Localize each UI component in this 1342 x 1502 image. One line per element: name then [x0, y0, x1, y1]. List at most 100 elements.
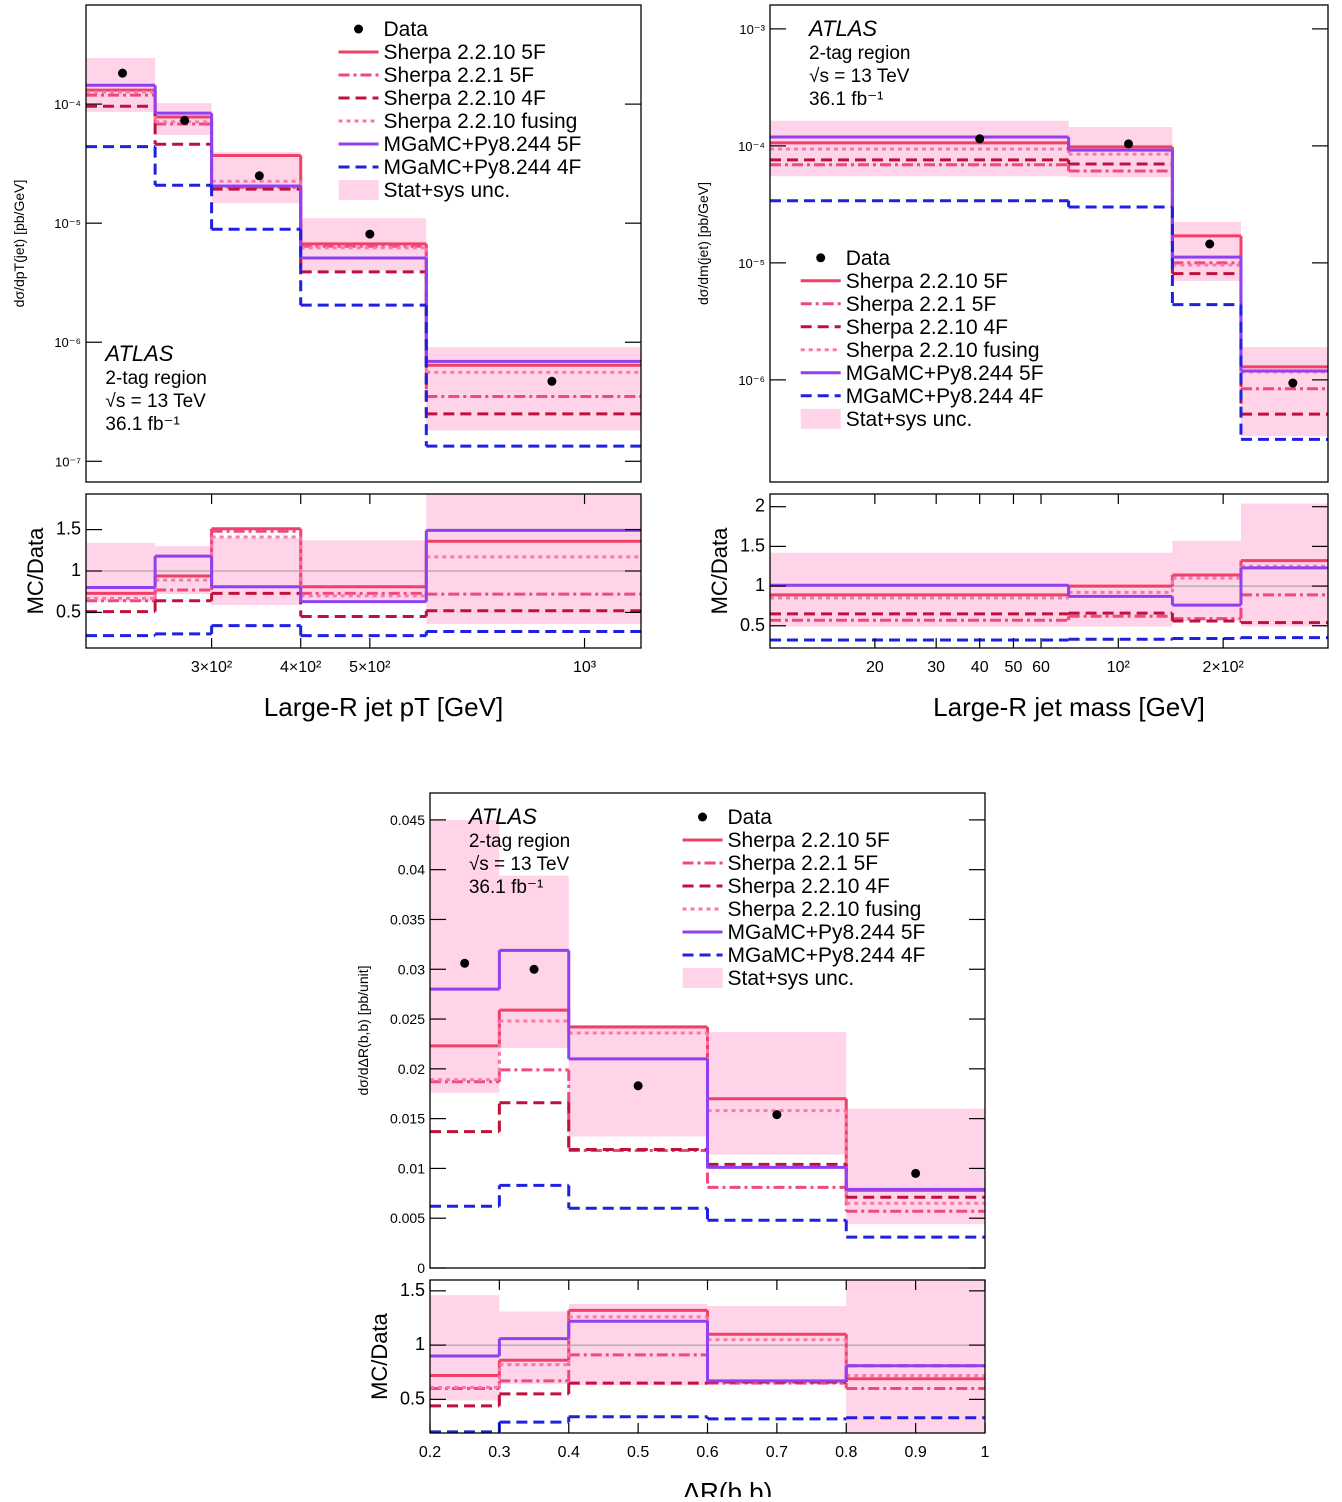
legend-marker: [354, 24, 364, 34]
uncertainty-band: [707, 1031, 847, 1155]
data-point: [975, 134, 985, 144]
y-tick-label: 10⁻⁵: [738, 256, 765, 271]
uncertainty-band: [846, 1108, 985, 1225]
y-tick-label: 0: [417, 1260, 425, 1276]
legend-label: MGaMC+Py8.244 5F: [384, 133, 582, 156]
legend-label: Stat+sys unc.: [846, 408, 973, 431]
legend-label: Sherpa 2.2.1 5F: [728, 852, 879, 875]
x-tick-label: 0.5: [627, 1444, 649, 1461]
x-tick-label: 10²: [1107, 659, 1131, 676]
data-point: [460, 958, 470, 968]
legend-label: Sherpa 2.2.10 4F: [728, 875, 890, 898]
y-tick-label: 10⁻⁶: [738, 373, 765, 388]
annotation: ATLAS: [807, 16, 877, 41]
data-point: [254, 171, 264, 181]
data-point: [1124, 139, 1134, 149]
x-tick-label: 0.2: [419, 1444, 441, 1461]
uncertainty-band: [499, 1311, 569, 1385]
y-tick-label: 10⁻⁴: [738, 139, 765, 154]
annotation: 2-tag region: [809, 43, 910, 64]
uncertainty-band: [430, 1295, 500, 1401]
y-tick-label: 0.01: [398, 1160, 425, 1176]
uncertainty-band: [1068, 126, 1173, 178]
annotation: 2-tag region: [469, 831, 570, 852]
legend-label: MGaMC+Py8.244 5F: [846, 362, 1044, 385]
annotation: √s = 13 TeV: [469, 854, 570, 875]
y-axis-label: MC/Data: [707, 527, 732, 615]
uncertainty-band: [1240, 346, 1328, 437]
annotation: 2-tag region: [105, 368, 206, 389]
x-tick-label: 3×10²: [191, 659, 233, 676]
legend-label: Sherpa 2.2.10 fusing: [384, 110, 578, 133]
y-axis-label: dσ/dΔR(b,b) [pb/unit]: [355, 965, 371, 1095]
x-tick-label: 0.3: [488, 1444, 510, 1461]
x-tick-label: 5×10²: [349, 659, 391, 676]
y-tick-label: 0.03: [398, 961, 425, 977]
x-axis-label: Large-R jet mass [GeV]: [933, 692, 1205, 722]
plot-area: [430, 819, 985, 1239]
annotation: √s = 13 TeV: [809, 66, 910, 87]
y-tick-label: 0.045: [390, 812, 425, 828]
uncertainty-band: [770, 552, 1069, 627]
legend-marker: [698, 812, 708, 822]
legend-label: Sherpa 2.2.10 5F: [384, 41, 546, 64]
data-point: [365, 229, 375, 239]
y-tick-label: 10⁻⁵: [54, 216, 81, 231]
x-axis-label: Large-R jet pT [GeV]: [264, 692, 503, 722]
annotation: ATLAS: [467, 804, 537, 829]
y-tick-label: 1: [415, 1334, 425, 1354]
frame: [769, 493, 1329, 649]
plot-area: [770, 120, 1328, 441]
y-tick-label: 1: [755, 575, 765, 595]
data-point: [1205, 239, 1215, 249]
annotation: √s = 13 TeV: [105, 391, 206, 412]
legend-label: Sherpa 2.2.10 fusing: [846, 339, 1040, 362]
legend-label: Stat+sys unc.: [384, 179, 511, 202]
y-tick-label: 0.5: [740, 615, 765, 635]
y-tick-label: 1.5: [400, 1280, 425, 1300]
x-tick-label: 0.6: [696, 1444, 718, 1461]
legend-label: Sherpa 2.2.10 fusing: [728, 898, 922, 921]
y-axis-label: MC/Data: [23, 527, 48, 615]
x-tick-label: 0.7: [766, 1444, 788, 1461]
legend-marker: [816, 253, 826, 263]
x-tick-label: 0.8: [835, 1444, 857, 1461]
uncertainty-band: [86, 542, 156, 602]
y-axis-label: MC/Data: [367, 1312, 392, 1400]
legend-label: MGaMC+Py8.244 4F: [846, 385, 1044, 408]
uncertainty-band: [770, 120, 1069, 177]
plot-area: [430, 1280, 985, 1433]
annotation: 36.1 fb⁻¹: [469, 877, 543, 898]
legend-label: Data: [384, 18, 429, 41]
x-tick-label: 2×10²: [1202, 659, 1244, 676]
legend-label: MGaMC+Py8.244 5F: [728, 921, 926, 944]
frame: [85, 4, 642, 483]
y-tick-label: 10⁻⁴: [54, 97, 81, 112]
x-tick-label: 0.4: [558, 1444, 580, 1461]
data-point: [633, 1081, 643, 1091]
uncertainty-band: [846, 1280, 985, 1433]
uncertainty-band: [426, 347, 641, 431]
x-tick-label: 1: [981, 1444, 990, 1461]
y-tick-label: 0.025: [390, 1011, 425, 1027]
y-tick-label: 1.5: [740, 535, 765, 555]
uncertainty-band: [568, 1025, 708, 1137]
y-tick-label: 10⁻⁷: [55, 454, 81, 469]
x-tick-label: 40: [971, 659, 989, 676]
y-tick-label: 0.5: [56, 601, 81, 621]
legend-swatch: [682, 968, 723, 988]
data-point: [772, 1110, 782, 1120]
uncertainty-band: [155, 546, 212, 595]
plot-area: [86, 57, 641, 448]
legend-label: Sherpa 2.2.10 5F: [728, 829, 890, 852]
x-axis-label: ΔR(b,b): [683, 1477, 773, 1497]
legend-label: Data: [728, 806, 773, 829]
uncertainty-band: [426, 494, 641, 624]
annotation: 36.1 fb⁻¹: [809, 89, 883, 110]
data-point: [1288, 378, 1298, 388]
frame: [429, 792, 986, 1269]
x-tick-label: 50: [1005, 659, 1023, 676]
plot-area: [770, 503, 1328, 642]
y-tick-label: 0.035: [390, 911, 425, 927]
